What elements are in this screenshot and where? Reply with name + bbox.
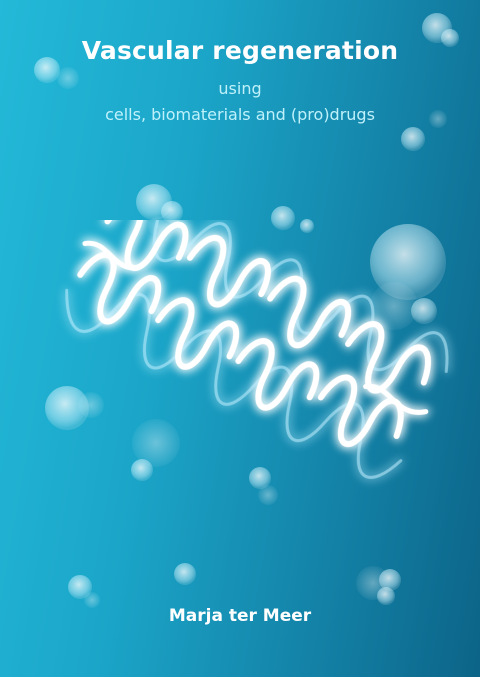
book-title: Vascular regeneration — [81, 36, 399, 65]
stent-illustration — [65, 220, 449, 479]
subtitle-line-1: using — [218, 79, 262, 98]
subtitle-line-2: cells, biomaterials and (pro)drugs — [105, 105, 375, 124]
author-name: Marja ter Meer — [168, 606, 312, 626]
